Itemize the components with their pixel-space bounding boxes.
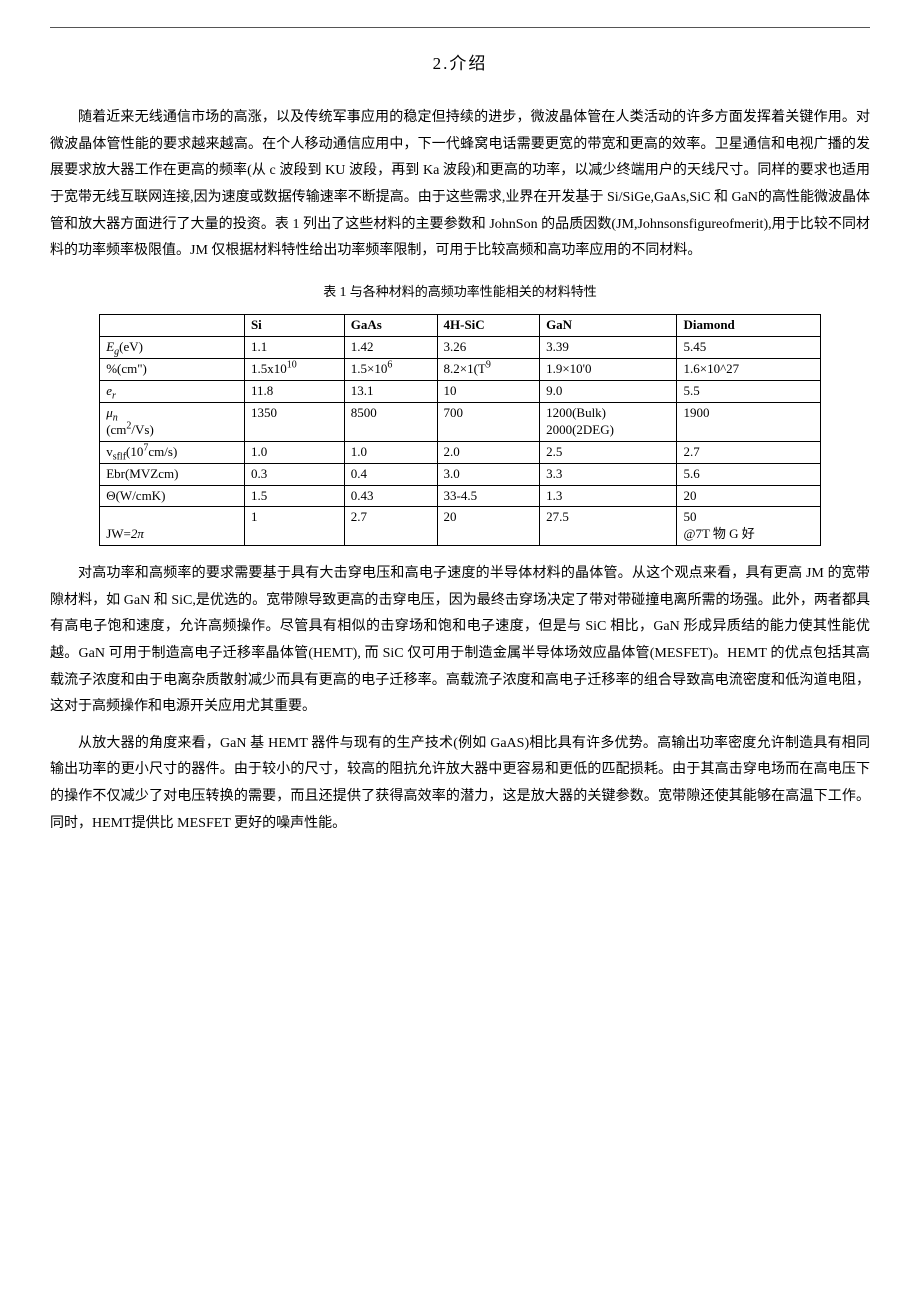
table-cell: 3.3 <box>540 463 677 485</box>
table-cell: 0.4 <box>344 463 437 485</box>
table-col-header: Si <box>244 315 344 337</box>
table-cell: 3.0 <box>437 463 540 485</box>
section-title-text: .介绍 <box>443 54 487 73</box>
table-cell: 0.3 <box>244 463 344 485</box>
table-row: Θ(W/cmK)1.50.4333-4.51.320 <box>100 485 821 507</box>
table-row: μn(cm2/Vs)135085007001200(Bulk)2000(2DEG… <box>100 403 821 442</box>
table-cell: 1 <box>244 507 344 546</box>
table-col-header: 4H-SiC <box>437 315 540 337</box>
table-cell: 1.3 <box>540 485 677 507</box>
table-cell: 1.0 <box>344 441 437 463</box>
table-row: vsflf(107cm/s)1.01.02.02.52.7 <box>100 441 821 463</box>
table-cell: 1.5 <box>244 485 344 507</box>
table-cell: 50@7T 物 G 好 <box>677 507 820 546</box>
table-cell: 1.42 <box>344 337 437 359</box>
table-cell: 2.7 <box>344 507 437 546</box>
table-number: 1 <box>340 285 347 300</box>
table-cell: 20 <box>437 507 540 546</box>
table-cell: 700 <box>437 403 540 442</box>
table-cell: 1.6×10^27 <box>677 359 820 381</box>
table-cell: 1200(Bulk)2000(2DEG) <box>540 403 677 442</box>
table-row-header: Eg(eV) <box>100 337 245 359</box>
table-cell: 9.0 <box>540 381 677 403</box>
table-cell: 5.6 <box>677 463 820 485</box>
table-cell: 2.0 <box>437 441 540 463</box>
table-row: JW=2π12.72027.550@7T 物 G 好 <box>100 507 821 546</box>
table-cell: 8.2×1(T9 <box>437 359 540 381</box>
table-cell: 1.5×106 <box>344 359 437 381</box>
table-caption: 表 1 与各种材料的高频功率性能相关的材料特性 <box>50 280 870 307</box>
table-row: er11.813.1109.05.5 <box>100 381 821 403</box>
table-row-header: JW=2π <box>100 507 245 546</box>
paragraph-1: 随着近来无线通信市场的高涨，以及传统军事应用的稳定但持续的进步，微波晶体管在人类… <box>50 105 870 265</box>
table-cell: 3.39 <box>540 337 677 359</box>
table-cell: 8500 <box>344 403 437 442</box>
table-cell: 1.5x1010 <box>244 359 344 381</box>
table-row-header: Θ(W/cmK) <box>100 485 245 507</box>
table-body: Eg(eV)1.11.423.263.395.45%(cm")1.5x10101… <box>100 337 821 546</box>
table-cell: 1.1 <box>244 337 344 359</box>
table-col-header: Diamond <box>677 315 820 337</box>
table-cell: 1.9×10'0 <box>540 359 677 381</box>
table-row-header: μn(cm2/Vs) <box>100 403 245 442</box>
table-header-row: SiGaAs4H-SiCGaNDiamond <box>100 315 821 337</box>
table-cell: 3.26 <box>437 337 540 359</box>
table-row: Eg(eV)1.11.423.263.395.45 <box>100 337 821 359</box>
table-row: Ebr(MVZcm)0.30.43.03.35.6 <box>100 463 821 485</box>
section-number: 2 <box>433 54 444 73</box>
table-row-header: %(cm") <box>100 359 245 381</box>
table-cell: 2.5 <box>540 441 677 463</box>
table-cell: 0.43 <box>344 485 437 507</box>
table-cell: 1900 <box>677 403 820 442</box>
table-cell: 33-4.5 <box>437 485 540 507</box>
table-col-header: GaAs <box>344 315 437 337</box>
top-rule <box>50 27 870 28</box>
paragraph-3: 从放大器的角度来看，GaN 基 HEMT 器件与现有的生产技术(例如 GaAS)… <box>50 731 870 837</box>
table-cell: 5.5 <box>677 381 820 403</box>
table-row: %(cm")1.5x10101.5×1068.2×1(T91.9×10'01.6… <box>100 359 821 381</box>
materials-table: SiGaAs4H-SiCGaNDiamond Eg(eV)1.11.423.26… <box>99 314 821 546</box>
table-col-header: GaN <box>540 315 677 337</box>
table-cell: 2.7 <box>677 441 820 463</box>
section-heading: 2.介绍 <box>50 48 870 80</box>
table-row-header: Ebr(MVZcm) <box>100 463 245 485</box>
table-cell: 20 <box>677 485 820 507</box>
paragraph-2: 对高功率和高频率的要求需要基于具有大击穿电压和高电子速度的半导体材料的晶体管。从… <box>50 561 870 721</box>
table-row-header: vsflf(107cm/s) <box>100 441 245 463</box>
table-cell: 1350 <box>244 403 344 442</box>
table-cell: 5.45 <box>677 337 820 359</box>
table-col-header <box>100 315 245 337</box>
table-cell: 11.8 <box>244 381 344 403</box>
table-row-header: er <box>100 381 245 403</box>
table-cell: 13.1 <box>344 381 437 403</box>
table-cell: 10 <box>437 381 540 403</box>
table-caption-prefix: 表 <box>323 284 336 299</box>
table-caption-text: 与各种材料的高频功率性能相关的材料特性 <box>347 284 597 299</box>
table-cell: 1.0 <box>244 441 344 463</box>
table-cell: 27.5 <box>540 507 677 546</box>
